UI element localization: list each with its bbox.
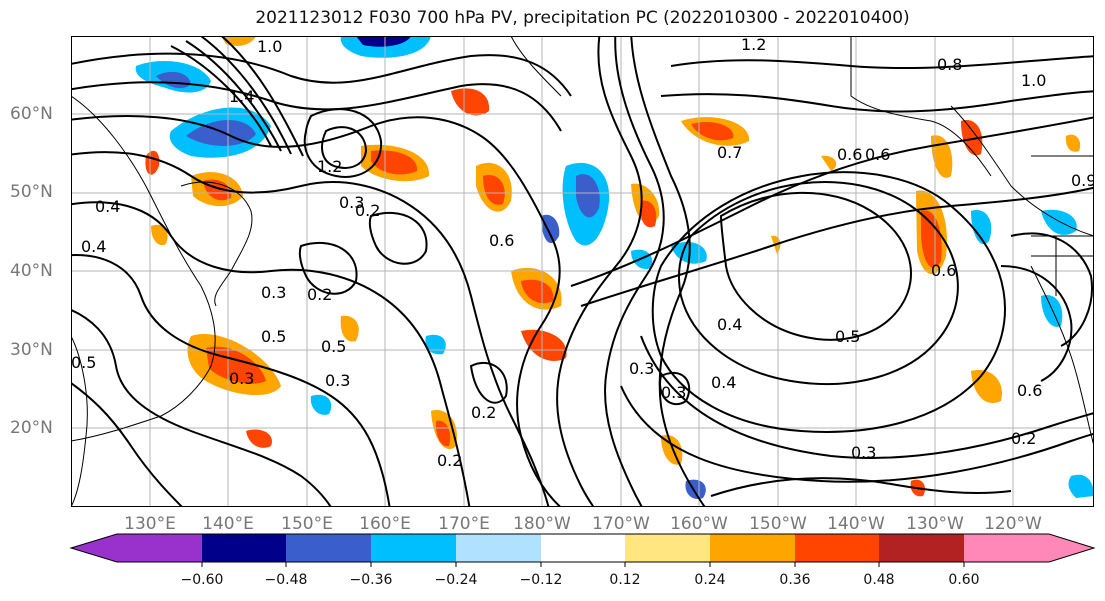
colorbar-segment <box>795 534 879 562</box>
colorbar-segment <box>710 534 795 562</box>
colorbar-tick-label: −0.12 <box>519 572 563 588</box>
contour-label: 0.6 <box>931 261 956 280</box>
colorbar-segment <box>625 534 710 562</box>
contour-label: 0.3 <box>339 193 364 212</box>
contour-label: 1.0 <box>257 37 282 56</box>
lat-label: 30°N <box>10 340 53 360</box>
lon-label: 140°E <box>202 514 254 534</box>
colorbar-segment <box>371 534 456 562</box>
lon-label: 180°W <box>513 514 571 534</box>
lon-label: 170°E <box>438 514 490 534</box>
map-title: 2021123012 F030 700 hPa PV, precipitatio… <box>255 8 910 28</box>
contour-label: 0.5 <box>261 327 286 346</box>
contour-label: 0.4 <box>95 197 120 216</box>
contour-label: 1.0 <box>1021 71 1046 90</box>
contour-label: 0.2 <box>1011 429 1036 448</box>
contour-label: 0.3 <box>261 283 286 302</box>
colorbar-tick-label: −0.60 <box>180 572 224 588</box>
map-panel: 1.0 1.2 0.8 1.0 1.4 1.2 0.9 0.7 0.6 0.4 … <box>71 36 1094 507</box>
colorbar-tick-label: 0.36 <box>779 572 811 588</box>
lon-label: 160°W <box>670 514 728 534</box>
contour-labels: 1.0 1.2 0.8 1.0 1.4 1.2 0.9 0.7 0.6 0.4 … <box>71 36 1094 470</box>
contour-label: 0.3 <box>325 371 350 390</box>
contour-label: 0.4 <box>717 315 742 334</box>
colorbar-tick-label: 0.48 <box>863 572 895 588</box>
colorbar-segment <box>71 534 202 562</box>
contour-label: 0.7 <box>717 143 742 162</box>
lon-label: 150°E <box>281 514 333 534</box>
contour-label: 0.5 <box>321 337 346 356</box>
lat-label: 50°N <box>10 182 53 202</box>
lon-label: 160°E <box>359 514 411 534</box>
contour-label: 0.3 <box>661 383 686 402</box>
contour-label: 1.2 <box>317 157 342 176</box>
contour-label: 0.4 <box>81 237 106 256</box>
lat-label: 60°N <box>10 104 53 124</box>
colorbar-tick-label: 0.12 <box>609 572 641 588</box>
colorbar-tick-label: −0.48 <box>264 572 308 588</box>
lat-label: 20°N <box>10 418 53 438</box>
lat-label: 40°N <box>10 261 53 281</box>
contour-label: 0.3 <box>629 359 654 378</box>
contour-label: 0.8 <box>937 55 962 74</box>
colorbar-segment <box>286 534 371 562</box>
contour-label: 0.2 <box>355 201 380 220</box>
contour-label: 0.3 <box>229 369 254 388</box>
lon-label: 150°W <box>749 514 807 534</box>
colorbar-tick-label: 0.24 <box>694 572 726 588</box>
lon-label: 120°W <box>984 514 1042 534</box>
colorbar-tick-label: 0.60 <box>948 572 980 588</box>
contour-label: 0.5 <box>71 353 96 372</box>
contour-label: 0.3 <box>851 443 876 462</box>
colorbar-segment <box>964 534 1094 562</box>
contour-label: 1.4 <box>229 87 254 106</box>
contour-label: 0.5 <box>835 327 860 346</box>
colorbar <box>69 533 1096 567</box>
contour-label: 0.4 <box>711 373 736 392</box>
contour-label: 0.6 <box>489 231 514 250</box>
contour-label: 0.2 <box>471 403 496 422</box>
contour-label: 0.6 <box>837 145 862 164</box>
contour-label: 0.6 <box>865 145 890 164</box>
colorbar-segment <box>879 534 964 562</box>
contour-label: 0.2 <box>307 285 332 304</box>
lon-label: 170°W <box>592 514 650 534</box>
contour-label: 1.2 <box>741 36 766 54</box>
colorbar-tick-label: −0.24 <box>434 572 478 588</box>
colorbar-tick-label: −0.36 <box>349 572 393 588</box>
contour-label: 0.2 <box>437 451 462 470</box>
contour-label: 0.6 <box>1017 381 1042 400</box>
colorbar-segment <box>456 534 541 562</box>
contour-label: 0.9 <box>1071 171 1094 190</box>
colorbar-segment <box>202 534 286 562</box>
lon-label: 140°W <box>827 514 885 534</box>
colorbar-segment <box>541 534 625 562</box>
lon-label: 130°W <box>906 514 964 534</box>
lon-label: 130°E <box>124 514 176 534</box>
precip-shading <box>135 36 1094 500</box>
coastlines <box>71 36 1094 507</box>
pv-contours <box>71 36 1094 507</box>
